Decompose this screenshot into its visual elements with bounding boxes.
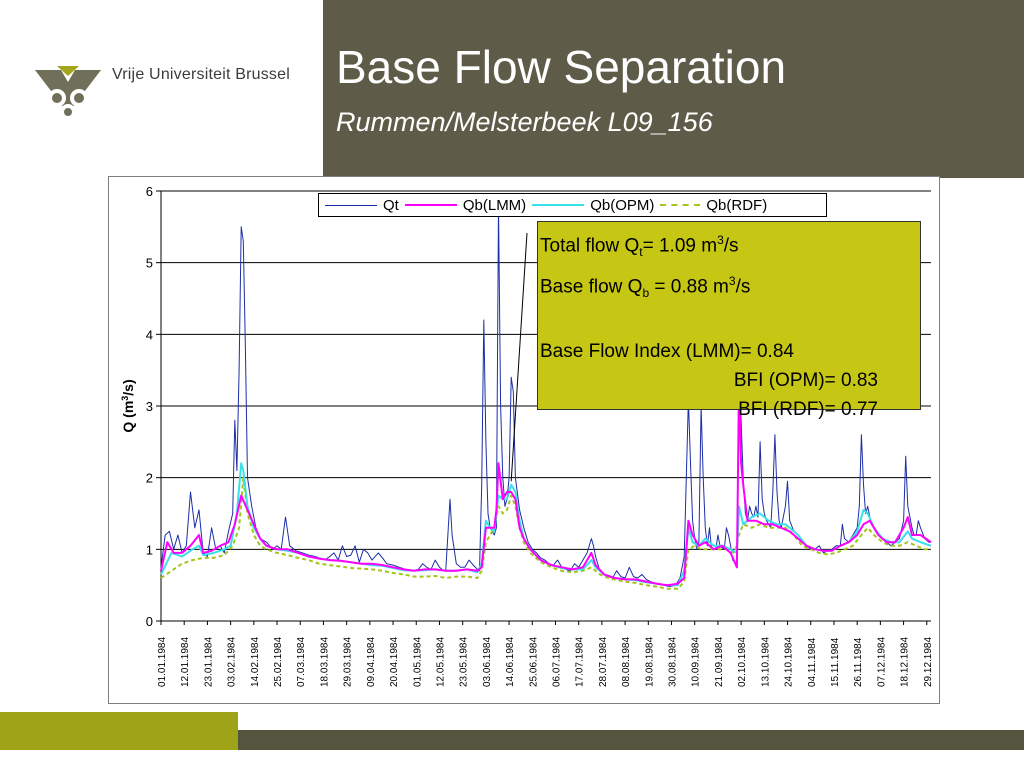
x-tick-label: 12.01.1984 bbox=[180, 637, 191, 687]
y-tick-label: 4 bbox=[146, 327, 153, 342]
legend-item-lmm: Qb(LMM) bbox=[404, 196, 527, 214]
x-tick-label: 01.05.1984 bbox=[412, 637, 423, 687]
stats-annotation-box: Total flow Qt= 1.09 m3/s Base flow Qb = … bbox=[537, 221, 921, 420]
x-tick-label: 13.10.1984 bbox=[760, 637, 771, 687]
x-tick-label: 17.07.1984 bbox=[575, 637, 586, 687]
y-tick-label: 2 bbox=[146, 471, 153, 486]
y-tick-label: 6 bbox=[146, 184, 153, 199]
x-tick-label: 19.08.1984 bbox=[644, 637, 655, 687]
x-tick-label: 23.01.1984 bbox=[203, 637, 214, 687]
x-tick-label: 20.04.1984 bbox=[389, 637, 400, 687]
x-tick-label: 08.08.1984 bbox=[621, 637, 632, 687]
x-tick-label: 04.11.1984 bbox=[807, 637, 818, 687]
y-tick-label: 5 bbox=[146, 256, 153, 271]
base-flow-line: Base flow Qb = 0.88 m3/s bbox=[540, 274, 751, 301]
logo-text: Vrije Universiteit Brussel bbox=[112, 66, 290, 83]
x-tick-label: 07.03.1984 bbox=[296, 637, 307, 687]
legend-item-rdf: Qb(RDF) bbox=[660, 197, 767, 214]
footer-accent-green bbox=[0, 712, 238, 750]
university-logo-icon bbox=[35, 66, 101, 127]
x-tick-label: 02.10.1984 bbox=[737, 637, 748, 687]
x-tick-label: 24.10.1984 bbox=[784, 637, 795, 687]
chart-legend: Qt Qb(LMM) Qb(OPM) Qb(RDF) bbox=[318, 193, 827, 217]
total-flow-line: Total flow Qt= 1.09 m3/s bbox=[540, 233, 739, 260]
x-tick-label: 15.11.1984 bbox=[830, 637, 841, 687]
y-tick-label: 1 bbox=[146, 542, 153, 557]
x-tick-label: 07.12.1984 bbox=[876, 637, 887, 687]
x-tick-label: 23.05.1984 bbox=[459, 637, 470, 687]
x-tick-label: 09.04.1984 bbox=[366, 637, 377, 687]
y-tick-label: 0 bbox=[146, 614, 153, 629]
x-tick-label: 10.09.1984 bbox=[691, 637, 702, 687]
x-tick-label: 03.06.1984 bbox=[482, 637, 493, 687]
x-tick-label: 14.02.1984 bbox=[250, 637, 261, 687]
series-line-qbopm bbox=[160, 462, 932, 587]
y-axis-label: Q (m3/s) bbox=[120, 379, 136, 432]
bfi-lmm-line: Base Flow Index (LMM)= 0.84 bbox=[540, 341, 794, 363]
header-band bbox=[323, 0, 1024, 178]
x-tick-label: 14.06.1984 bbox=[505, 637, 516, 687]
x-tick-label: 25.06.1984 bbox=[528, 637, 539, 687]
x-tick-label: 29.12.1984 bbox=[923, 637, 934, 687]
series-line-qbrdf bbox=[160, 476, 931, 590]
slide-subtitle: Rummen/Melsterbeek L09_156 bbox=[336, 107, 713, 137]
legend-swatch bbox=[404, 204, 457, 206]
y-tick-label: 3 bbox=[146, 399, 153, 414]
bfi-rdf-line: BFI (RDF)= 0.77 bbox=[738, 399, 878, 421]
x-tick-label: 03.02.1984 bbox=[227, 637, 238, 687]
x-tick-label: 18.12.1984 bbox=[900, 637, 911, 687]
x-tick-label: 21.09.1984 bbox=[714, 637, 725, 687]
x-tick-label: 18.03.1984 bbox=[319, 637, 330, 687]
x-tick-label: 28.07.1984 bbox=[598, 637, 609, 687]
legend-label: Qb(LMM) bbox=[462, 196, 527, 214]
x-tick-label: 29.03.1984 bbox=[343, 637, 354, 687]
x-tick-label: 25.02.1984 bbox=[273, 637, 284, 687]
legend-label: Qt bbox=[383, 196, 399, 214]
legend-item-opm: Qb(OPM) bbox=[532, 197, 654, 214]
bfi-opm-line: BFI (OPM)= 0.83 bbox=[733, 370, 878, 392]
series-line-qblmm bbox=[160, 383, 932, 587]
x-tick-label: 26.11.1984 bbox=[853, 637, 864, 687]
legend-swatch bbox=[325, 204, 377, 206]
legend-label: Qb(RDF) bbox=[706, 196, 768, 214]
slide-title: Base Flow Separation bbox=[336, 41, 787, 93]
x-tick-label: 30.08.1984 bbox=[668, 637, 679, 687]
legend-swatch bbox=[532, 204, 585, 206]
footer-accent-gray bbox=[238, 730, 1024, 750]
legend-swatch bbox=[660, 204, 701, 206]
x-tick-label: 06.07.1984 bbox=[551, 637, 562, 687]
legend-item-qt: Qt bbox=[325, 197, 399, 214]
annotation-leader-line bbox=[510, 232, 528, 482]
x-tick-label: 12.05.1984 bbox=[435, 637, 446, 687]
legend-label: Qb(OPM) bbox=[590, 196, 655, 214]
x-tick-label: 01.01.1984 bbox=[157, 637, 168, 687]
